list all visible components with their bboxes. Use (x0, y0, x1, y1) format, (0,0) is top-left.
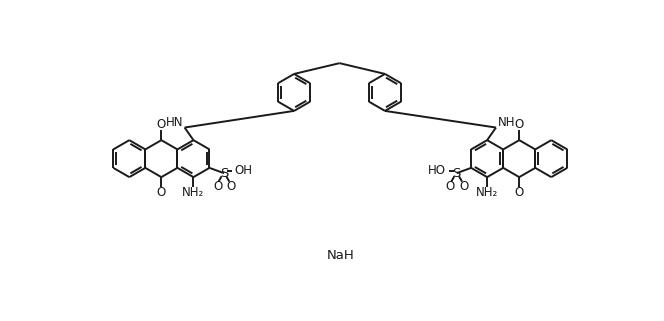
Text: S: S (220, 167, 228, 180)
Text: NH₂: NH₂ (476, 186, 498, 199)
Text: O: O (459, 180, 468, 193)
Text: O: O (515, 186, 524, 199)
Text: O: O (445, 180, 454, 193)
Text: HO: HO (428, 164, 446, 177)
Text: NH₂: NH₂ (183, 186, 205, 199)
Text: NH: NH (497, 116, 515, 129)
Text: O: O (226, 180, 236, 193)
Text: OH: OH (234, 164, 253, 177)
Text: O: O (515, 118, 524, 131)
Text: O: O (157, 186, 166, 199)
Text: HN: HN (165, 116, 183, 129)
Text: S: S (452, 167, 461, 180)
Text: O: O (157, 118, 166, 131)
Text: NaH: NaH (327, 249, 354, 262)
Text: O: O (213, 180, 222, 193)
